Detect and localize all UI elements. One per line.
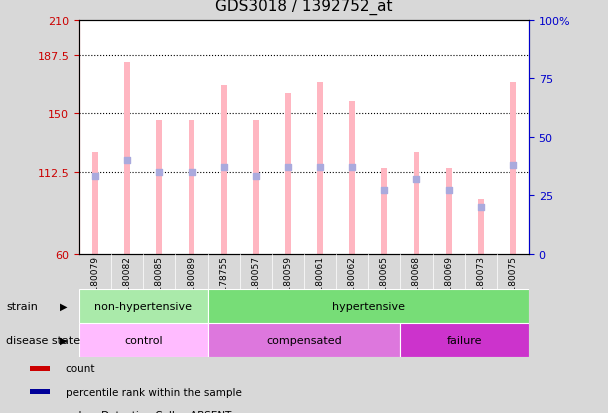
Text: GSM180089: GSM180089 xyxy=(187,256,196,311)
Point xyxy=(476,204,486,211)
Text: strain: strain xyxy=(6,301,38,311)
Bar xyxy=(317,83,323,254)
Point xyxy=(412,176,421,183)
Text: GSM180079: GSM180079 xyxy=(91,256,100,311)
Point xyxy=(219,164,229,171)
Bar xyxy=(30,366,50,370)
Point xyxy=(90,174,100,180)
Point xyxy=(122,157,132,164)
Text: GDS3018 / 1392752_at: GDS3018 / 1392752_at xyxy=(215,0,393,15)
Bar xyxy=(401,323,529,357)
Text: GSM180065: GSM180065 xyxy=(380,256,389,311)
Bar xyxy=(207,323,401,357)
Bar xyxy=(188,120,195,254)
Text: GSM180059: GSM180059 xyxy=(283,256,292,311)
Bar xyxy=(285,94,291,254)
Bar xyxy=(207,289,529,323)
Text: control: control xyxy=(124,335,162,345)
Bar xyxy=(510,83,516,254)
Bar xyxy=(92,153,98,254)
Bar xyxy=(413,153,420,254)
Text: disease state: disease state xyxy=(6,335,80,345)
Bar xyxy=(79,323,207,357)
Point xyxy=(347,164,357,171)
Text: GSM178755: GSM178755 xyxy=(219,256,228,311)
Text: percentile rank within the sample: percentile rank within the sample xyxy=(66,387,241,397)
Bar xyxy=(350,102,355,254)
Text: GSM180085: GSM180085 xyxy=(155,256,164,311)
Bar xyxy=(381,169,387,254)
Bar xyxy=(478,199,483,254)
Text: GSM180073: GSM180073 xyxy=(476,256,485,311)
Point xyxy=(154,169,164,176)
Point xyxy=(187,169,196,176)
Bar xyxy=(156,120,162,254)
Text: value, Detection Call = ABSENT: value, Detection Call = ABSENT xyxy=(66,411,231,413)
Text: ▶: ▶ xyxy=(60,335,67,345)
Point xyxy=(251,174,261,180)
Bar xyxy=(446,169,452,254)
Text: compensated: compensated xyxy=(266,335,342,345)
Text: GSM180057: GSM180057 xyxy=(251,256,260,311)
Bar xyxy=(125,63,130,254)
Point xyxy=(283,164,293,171)
Text: count: count xyxy=(66,363,95,373)
Text: GSM180082: GSM180082 xyxy=(123,256,132,311)
Point xyxy=(379,188,389,194)
Text: non-hypertensive: non-hypertensive xyxy=(94,301,192,311)
Point xyxy=(508,162,518,169)
Point xyxy=(315,164,325,171)
Point xyxy=(444,188,454,194)
Bar xyxy=(79,289,207,323)
Text: ▶: ▶ xyxy=(60,301,67,311)
Text: GSM180068: GSM180068 xyxy=(412,256,421,311)
Text: failure: failure xyxy=(447,335,482,345)
Bar xyxy=(253,120,258,254)
Text: GSM180062: GSM180062 xyxy=(348,256,357,311)
Text: GSM180061: GSM180061 xyxy=(316,256,325,311)
Text: GSM180069: GSM180069 xyxy=(444,256,453,311)
Bar xyxy=(30,389,50,394)
Text: hypertensive: hypertensive xyxy=(332,301,405,311)
Text: GSM180075: GSM180075 xyxy=(508,256,517,311)
Bar xyxy=(221,86,227,254)
